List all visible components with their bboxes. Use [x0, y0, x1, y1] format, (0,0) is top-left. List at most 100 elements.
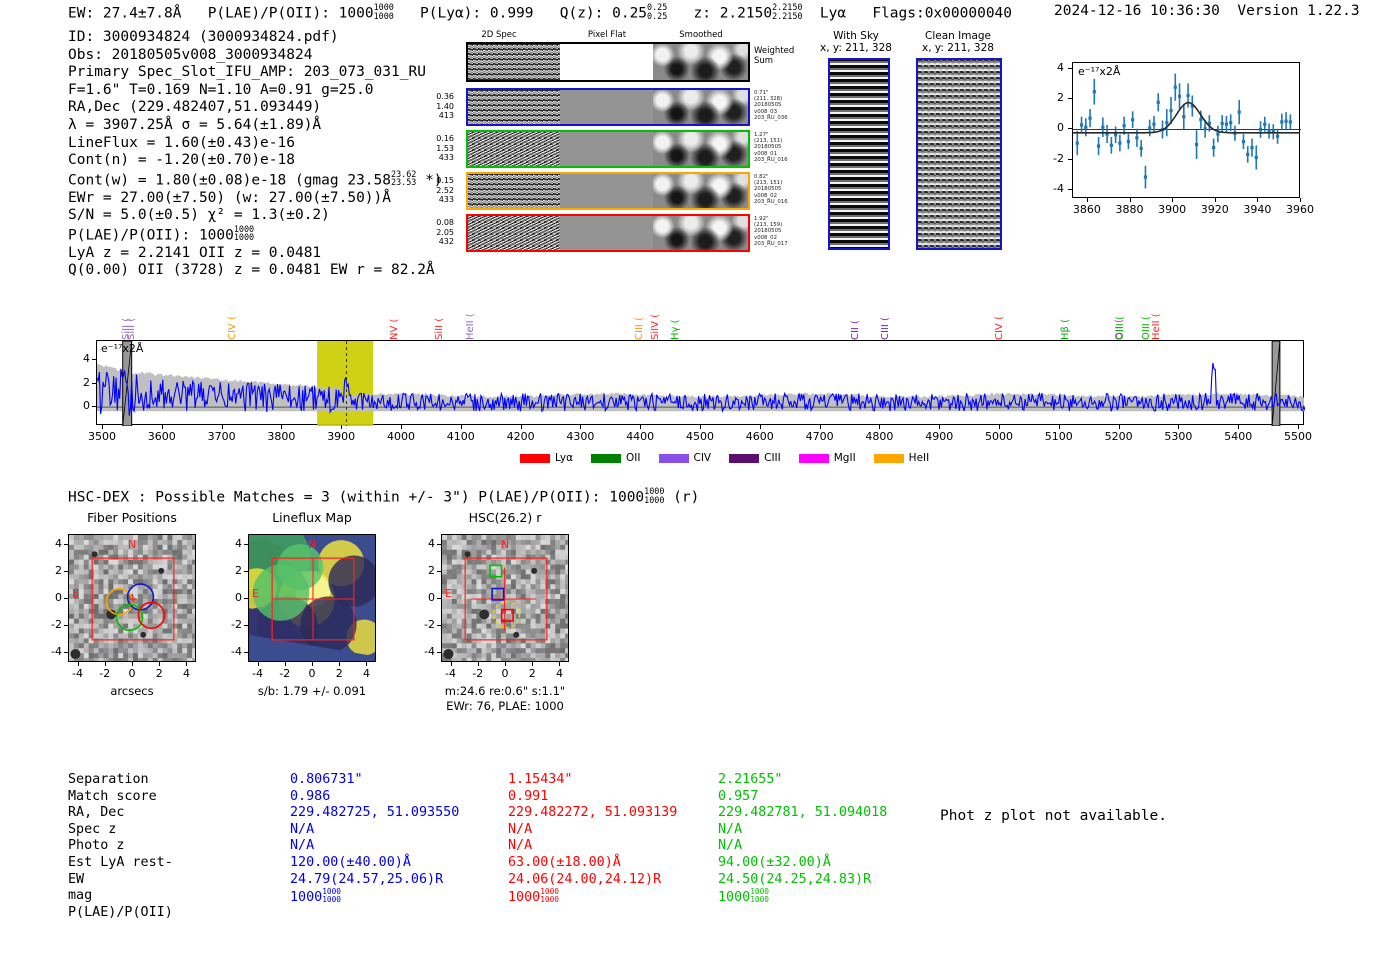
spec2d-row-stats: 0.16 1.53 433: [436, 134, 454, 163]
legend-label: Lyα: [555, 452, 574, 464]
info-cont-n: Cont(n) = -1.20(±0.70)e-18: [68, 152, 295, 169]
spec2d-row: [466, 172, 750, 210]
table-cell: 2.21655": [718, 772, 783, 787]
table-cell: 229.482781, 51.094018: [718, 805, 888, 821]
panel-y-tick-label: -4: [424, 645, 435, 659]
table-cell: 0.806731": [290, 772, 363, 787]
header-timestamp-version: 2024-12-16 10:36:30 Version 1.22.3: [1054, 3, 1360, 19]
spec2d-cell-flat: [560, 90, 653, 124]
compass-n-label: N: [308, 538, 317, 551]
table-cell: 10001000 1000: [718, 887, 769, 905]
panel-x-tick: [104, 662, 106, 666]
x-tick-label: 5200: [1104, 430, 1133, 443]
panel-y-tick: [64, 652, 68, 654]
x-tick-label: 4700: [805, 430, 834, 443]
panel-x-tick: [532, 662, 534, 666]
table-cell: 0.991: [508, 788, 549, 804]
panel-x-tick: [339, 662, 341, 666]
info-sn-chi2: S/N = 5.0(±0.5) χ² = 1.3(±0.2): [68, 207, 330, 224]
cutout-title-withsky: With Sky x, y: 211, 328: [820, 30, 892, 54]
x-tick: [101, 425, 103, 429]
panel-image-2: [441, 534, 569, 662]
emission-line-label: Hβ (: [1059, 319, 1071, 340]
panel-caption-1: s/b: 1.79 +/- 0.091: [257, 684, 367, 698]
x-tick-label: 3940: [1243, 203, 1272, 216]
x-tick-label: 3880: [1115, 203, 1144, 216]
table-cell: N/A: [290, 821, 315, 837]
info-seeing-params: F=1.6" T=0.169 N=1.10 A=0.91 g=25.0: [68, 81, 374, 98]
table-row-label: Photo z: [68, 838, 125, 854]
legend-item: CIII: [729, 452, 781, 464]
y-tick: [1068, 98, 1072, 100]
table-cell: 10001000 1000: [290, 887, 341, 905]
panel-x-tick-label: -2: [279, 667, 291, 680]
info-ewr: EWr = 27.00(±7.50) (w: 27.00(±7.50))Å: [68, 189, 392, 206]
x-tick-label: 3500: [87, 430, 116, 443]
panel-y-tick: [437, 625, 441, 627]
x-tick-label: 3960: [1286, 203, 1314, 216]
panel-x-tick: [132, 662, 133, 666]
panel-y-tick-label: 4: [235, 536, 242, 550]
table-match-column-1: 1.15434" 0.991 229.482272, 51.093139 N/A N/A…: [508, 772, 677, 907]
spec2d-cell-flat: [560, 216, 653, 250]
spectrum-unit-annotation: e⁻¹⁷x2Å: [101, 342, 144, 355]
x-tick-label: 4500: [686, 430, 714, 443]
panel-y-tick-label: 2: [235, 563, 242, 577]
panel-x-tick-label: 0: [501, 667, 509, 680]
compass-n-label: N: [501, 538, 510, 551]
panel-y-tick-label: 4: [55, 536, 62, 550]
x-tick: [1238, 425, 1240, 429]
y-tick-label: 0: [83, 399, 90, 413]
x-tick: [700, 425, 701, 429]
panel-x-tick: [312, 662, 313, 666]
panel-y-tick-label: 0: [235, 591, 242, 604]
panel-x-tick-label: 2: [528, 667, 536, 680]
photz-note: Phot z plot not available.: [940, 808, 1167, 824]
table-cell: 24.79(24.57,25.06)R: [290, 871, 444, 887]
panel-y-tick: [64, 543, 68, 545]
y-tick: [1068, 128, 1072, 130]
x-tick-label: 3900: [1158, 203, 1187, 216]
panel-title-0: Fiber Positions: [87, 510, 177, 525]
panel-y-tick: [437, 598, 441, 599]
panel-x-tick-label: 4: [182, 667, 190, 680]
panel-y-tick-label: 0: [428, 591, 435, 604]
x-tick: [1058, 425, 1060, 429]
panel-y-tick: [437, 543, 441, 545]
table-cell: N/A: [718, 838, 743, 854]
info-lineflux: LineFlux = 1.60(±0.43)e-16: [68, 134, 295, 151]
x-tick: [580, 425, 582, 429]
panel-canvas-2: [442, 535, 568, 661]
x-tick-label: 3700: [207, 430, 236, 443]
line-fit-canvas: [1073, 73, 1301, 189]
panel-x-tick-label: 0: [128, 667, 136, 680]
panel-x-tick: [77, 662, 79, 666]
header-z-range: 2.2150 2.2150: [772, 2, 803, 21]
legend-item: Lyα: [520, 452, 573, 464]
compass-e-label: E: [252, 587, 259, 601]
table-row-label: Separation: [68, 772, 149, 787]
spec2d-cell-flat: [560, 174, 653, 208]
panel-y-tick: [244, 652, 248, 654]
table-row-label: Match score: [68, 788, 157, 804]
spec2d-row-meta: 1.92" (213, 159) 20180505 v008_02 203_RU_017: [754, 216, 788, 247]
emission-line-label: HeII (: [464, 313, 476, 340]
panel-canvas-0: [69, 535, 195, 661]
emission-line-label: CIII (: [634, 317, 645, 340]
header-lya: Lyα: [819, 5, 847, 22]
table-cell: 120.00(±40.00)Å: [290, 854, 411, 870]
full-spectrum-axes: e⁻¹⁷x2Å: [96, 340, 1305, 426]
x-tick: [1172, 198, 1174, 202]
spectrum-legend: Lyα OII CIV CIII MgII HeII: [520, 452, 929, 464]
x-tick: [1214, 198, 1216, 202]
x-tick-label: 3860: [1072, 203, 1101, 216]
panel-y-tick-label: -4: [51, 645, 62, 659]
legend-swatch: [729, 453, 760, 463]
y-tick-label: 2: [1057, 91, 1064, 105]
legend-item: CIV: [658, 452, 711, 464]
info-radec: RA,Dec (229.482407,51.093449): [68, 99, 322, 116]
emission-line-label: CIV (: [994, 316, 1005, 340]
y-tick: [92, 382, 96, 384]
col-title-smoothed: Smoothed: [679, 30, 723, 40]
table-row-label: P(LAE)/P(OII): [68, 904, 173, 920]
